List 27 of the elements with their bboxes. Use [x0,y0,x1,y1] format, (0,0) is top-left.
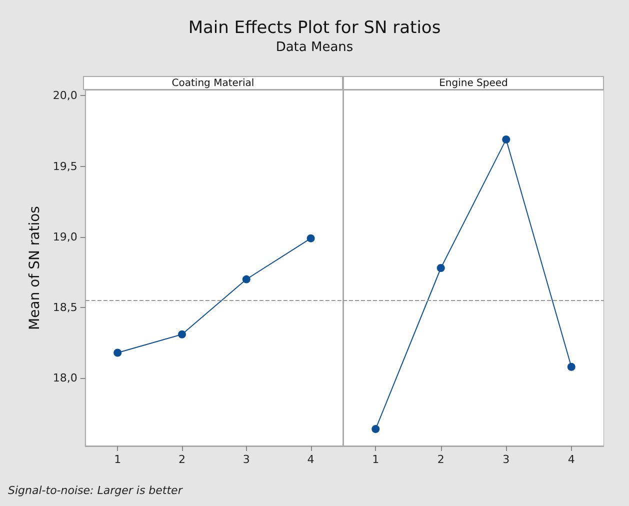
x-tick-label: 2 [437,453,444,466]
y-tick-label: 18,5 [52,301,78,314]
y-axis-title: Mean of SN ratios [27,206,43,330]
x-tick-label: 2 [178,453,186,466]
x-tick-label: 1 [372,453,380,466]
x-tick-label: 4 [568,453,575,466]
point [114,348,122,357]
point [567,362,576,371]
chart-subtitle: Data Means [274,40,354,55]
x-axis-title: Engine Speed [343,76,604,90]
y-tick-label: 18,0 [52,372,78,385]
chart-title: Main Effects Plot for SN ratios [187,18,442,38]
x-tick-label: 3 [242,453,250,466]
y-tick-label: 19,0 [52,230,78,244]
y-tick-label: 19,5 [52,160,78,173]
point [178,330,186,338]
point [242,275,250,284]
x-tick-label: 3 [502,453,510,466]
point [372,425,380,434]
x-tick-label: 4 [307,453,314,466]
x-tick-label: 1 [114,453,122,466]
point [502,135,510,144]
point [306,234,315,242]
x-axis-title: Coating Material [83,76,343,90]
text: Signal-to-noise: Larger is better [8,484,182,497]
y-tick-label: 20,0 [52,89,78,102]
point [436,264,445,272]
